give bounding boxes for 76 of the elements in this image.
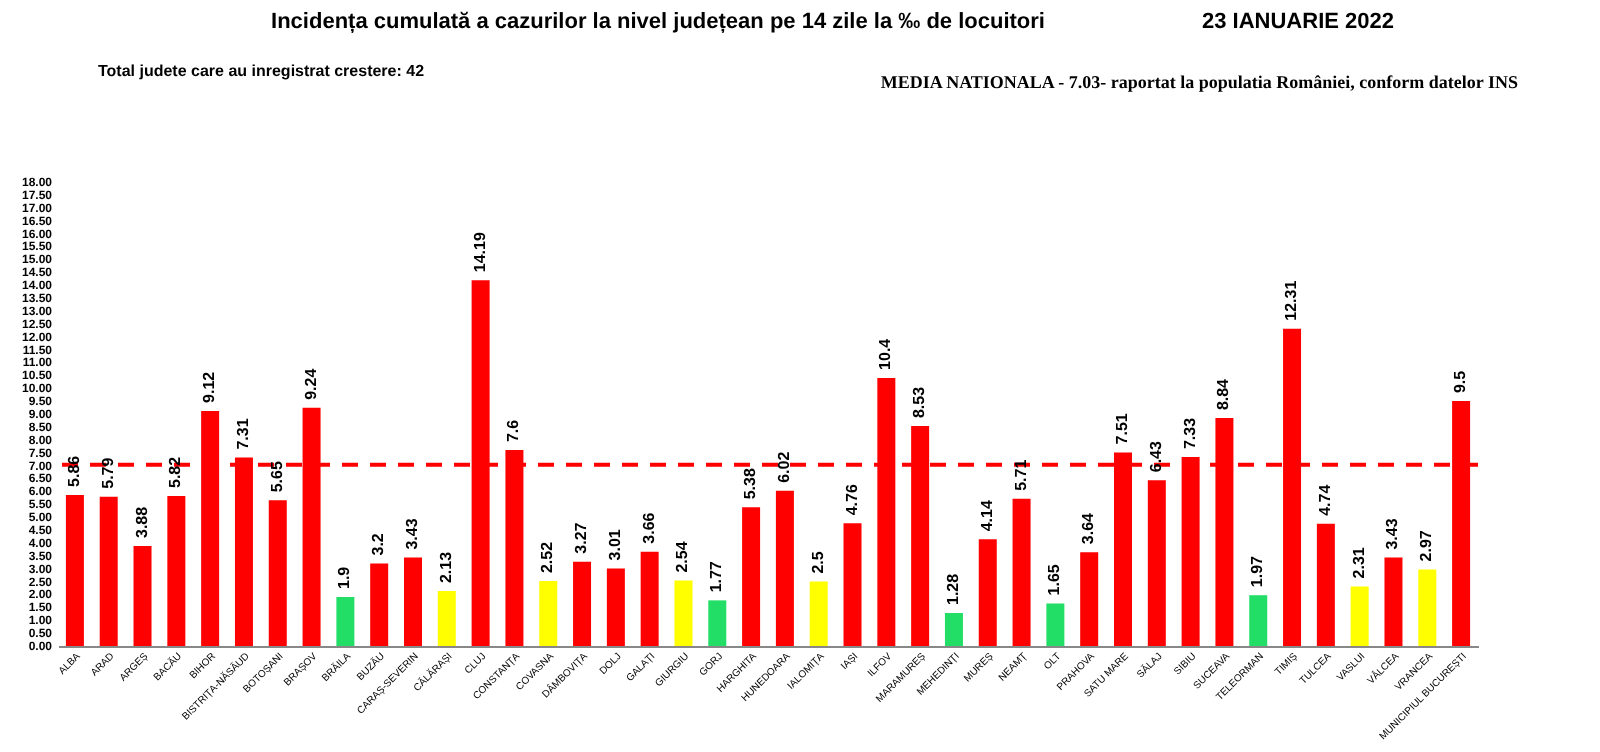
bar [336, 597, 355, 646]
bar [1316, 523, 1335, 646]
data-label: 3.43 [403, 517, 421, 550]
data-label: 2.13 [436, 550, 455, 584]
bar [606, 568, 625, 646]
data-label: 2.5 [808, 550, 827, 574]
bar [1418, 569, 1437, 646]
bar [1046, 603, 1065, 646]
bar [167, 495, 186, 646]
bar [404, 557, 422, 646]
data-label: 7.31 [233, 417, 252, 450]
data-label: 12.31 [1282, 279, 1301, 321]
bar [1249, 595, 1268, 646]
bar [65, 494, 84, 646]
data-label: 6.02 [774, 450, 793, 483]
data-label: 3.01 [605, 528, 624, 561]
bar [99, 496, 118, 646]
data-label: 1.9 [335, 565, 354, 590]
chart-subtitle: 23 IANUARIE 2022 [1202, 10, 1394, 34]
data-label: 9.24 [301, 367, 320, 400]
data-label: 5.86 [64, 454, 83, 487]
bar [742, 507, 761, 646]
data-label: 2.31 [1349, 546, 1368, 579]
bar [978, 539, 997, 646]
bar [133, 545, 152, 646]
data-label: 2.54 [673, 540, 692, 573]
data-label: 1.65 [1045, 563, 1064, 596]
chart-title: Incidența cumulată a cazurilor la nivel județean pe 14 zile la ‰ de locuitori [271, 10, 1045, 34]
data-label: 14.19 [470, 231, 489, 273]
bar [809, 581, 828, 646]
bar [708, 600, 727, 646]
data-label: 9.12 [200, 370, 219, 403]
data-label: 2.97 [1417, 529, 1436, 562]
data-label: 3.27 [572, 521, 591, 554]
data-label: 5.71 [1011, 458, 1030, 491]
data-label: 7.51 [1113, 412, 1131, 445]
data-label: 7.33 [1180, 416, 1199, 450]
data-label: 3.64 [1079, 511, 1098, 545]
bar [674, 580, 693, 646]
data-label: 3.2 [369, 532, 388, 556]
data-label: 5.79 [98, 456, 117, 489]
bar [1384, 557, 1403, 646]
data-label: 8.84 [1214, 377, 1233, 411]
bar [640, 551, 659, 646]
bar [370, 563, 389, 646]
bar [775, 490, 794, 646]
data-label: 4.74 [1315, 483, 1334, 516]
text: Total judete care au inregistrat crestere: 42 [98, 62, 426, 80]
data-label: 6.43 [1146, 440, 1165, 473]
data-label: 5.65 [267, 460, 286, 493]
data-label: 3.88 [132, 505, 151, 538]
data-label: 4.14 [977, 499, 996, 532]
data-label: 9.5 [1451, 369, 1470, 394]
data-label: 7.6 [504, 418, 523, 443]
bar [437, 591, 456, 646]
data-label: 2.52 [538, 540, 557, 574]
bar [268, 500, 287, 646]
data-label: 3.66 [639, 511, 658, 544]
data-label: 1.77 [707, 560, 726, 593]
text: MEDIA NATIONALA - 7.03- raportat la populatia României, conform datelor INS [880, 72, 1518, 92]
bar [1012, 498, 1031, 646]
data-label: 5.38 [741, 467, 760, 500]
bar [573, 561, 592, 646]
bar [944, 613, 963, 646]
bar [1147, 480, 1166, 646]
data-label: 10.4 [876, 337, 895, 370]
data-label: 1.97 [1248, 554, 1267, 588]
data-label: 8.53 [910, 385, 929, 419]
data-label: 4.76 [842, 483, 861, 516]
data-label: 5.82 [166, 455, 185, 488]
data-label: 1.28 [943, 572, 962, 605]
bar [1350, 586, 1369, 646]
data-label: 3.43 [1383, 517, 1402, 550]
bar [843, 523, 862, 646]
bar [539, 581, 558, 646]
bar [1080, 552, 1099, 646]
